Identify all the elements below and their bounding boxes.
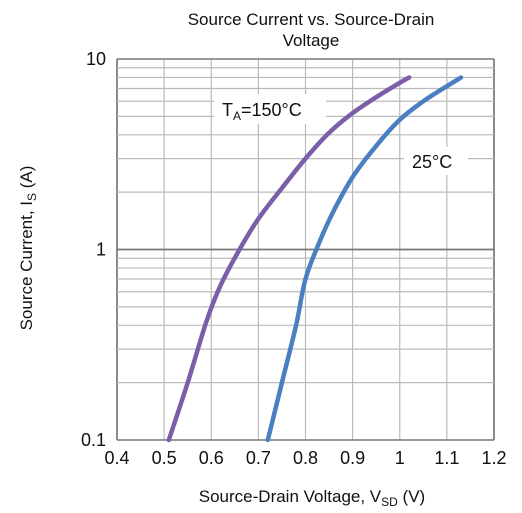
series-label-150c-sub: A — [233, 109, 241, 123]
series-group — [166, 75, 464, 443]
x-axis-label-unit: (V) — [398, 487, 425, 506]
series-label-150c-main: T — [222, 100, 233, 120]
y-axis-label-main: Source Current, I — [17, 201, 36, 330]
x-tick-label: 0.7 — [246, 448, 271, 468]
series-label-25c: 25°C — [412, 152, 452, 172]
series-line-25c — [265, 75, 464, 443]
y-axis-label-sub: S — [25, 193, 39, 201]
chart-title-line-2: Voltage — [283, 31, 340, 50]
x-tick-label: 1.1 — [434, 448, 459, 468]
annotation-bg-25c — [404, 147, 468, 175]
chart-title: Source Current vs. Source-Drain Voltage — [188, 10, 435, 50]
y-tick-label: 1 — [96, 240, 106, 260]
series-label-150c: TA=150°C — [222, 100, 302, 123]
y-tick-label: 0.1 — [81, 430, 106, 450]
x-axis-label: Source-Drain Voltage, VSD (V) — [199, 487, 425, 509]
y-axis-label: Source Current, IS (A) — [17, 166, 39, 331]
series-label-150c-rest: =150°C — [241, 100, 302, 120]
x-tick-label: 0.9 — [340, 448, 365, 468]
x-tick-label: 1.2 — [481, 448, 506, 468]
x-axis-label-sub: SD — [381, 495, 398, 509]
x-axis-label-main: Source-Drain Voltage, V — [199, 487, 382, 506]
annotation-bg-150c — [214, 94, 326, 124]
x-tick-label: 0.6 — [199, 448, 224, 468]
y-tick-label: 10 — [86, 49, 106, 69]
y-axis-label-unit: (A) — [17, 166, 36, 193]
x-tick-label: 0.8 — [293, 448, 318, 468]
series-annotations: TA=150°C 25°C — [214, 94, 468, 175]
x-tick-label: 0.4 — [104, 448, 129, 468]
tick-labels: 0.4 0.5 0.6 0.7 0.8 0.9 1 1.1 1.2 0.1 1 10 — [81, 49, 507, 468]
x-tick-label: 1 — [395, 448, 405, 468]
x-tick-label: 0.5 — [152, 448, 177, 468]
series-line-150c — [166, 75, 412, 443]
chart-title-line-1: Source Current vs. Source-Drain — [188, 10, 435, 29]
